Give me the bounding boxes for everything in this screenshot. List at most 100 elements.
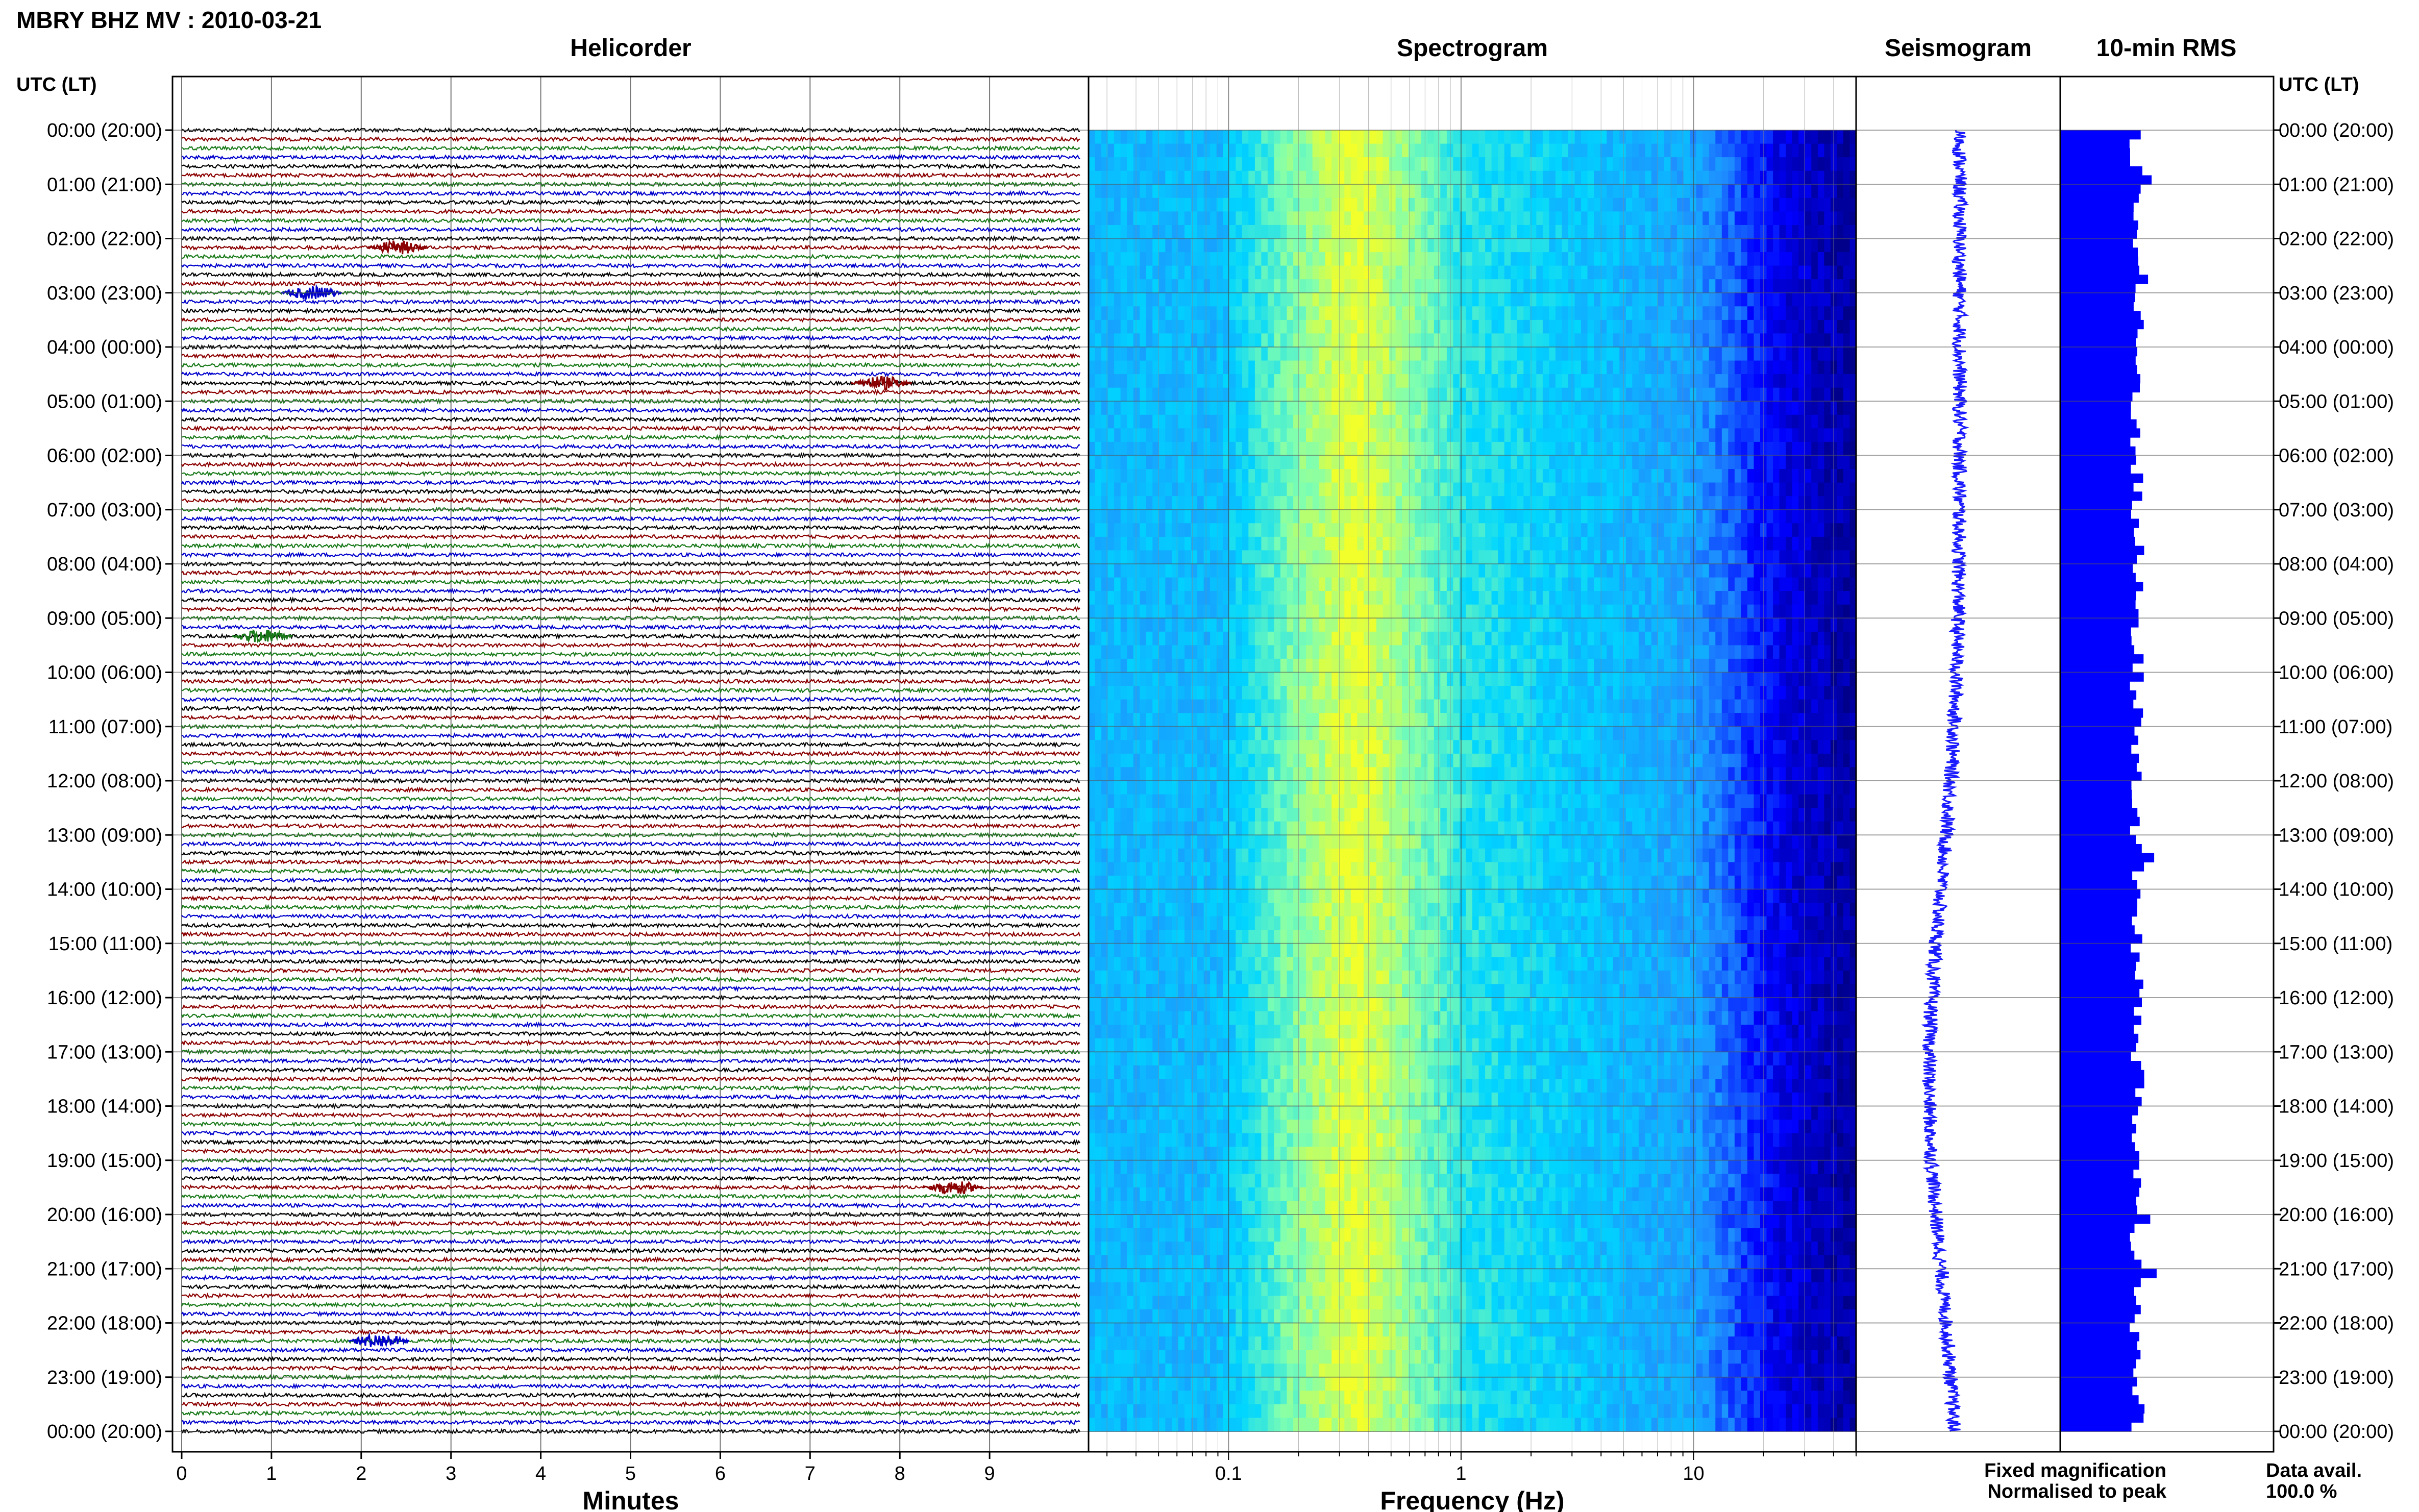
spectrogram-cell (1754, 130, 1761, 144)
spectrogram-cell (1574, 658, 1582, 673)
spectrogram-cell (1581, 401, 1588, 415)
spectrogram-cell (1216, 143, 1223, 158)
spectrogram-cell (1421, 170, 1428, 185)
spectrogram-cell (1248, 265, 1255, 280)
spectrogram-cell (1715, 130, 1722, 144)
spectrogram-cell (1664, 645, 1671, 659)
spectrogram-cell (1446, 469, 1453, 483)
spectrogram-cell (1466, 441, 1473, 456)
spectrogram-cell (1299, 536, 1306, 551)
spectrogram-cell (1306, 238, 1313, 253)
spectrogram-cell (1709, 591, 1716, 605)
spectrogram-cell (1274, 441, 1281, 456)
spectrogram-cell (1709, 441, 1716, 456)
spectrogram-cell (1191, 686, 1198, 700)
spectrogram-cell (1466, 238, 1473, 253)
spectrogram-cell (1658, 252, 1665, 266)
spectrogram-cell (1498, 387, 1505, 402)
spectrogram-cell (1607, 591, 1614, 605)
spectrogram-cell (1223, 252, 1230, 266)
spectrogram-cell (1734, 469, 1741, 483)
spectrogram-cell (1747, 143, 1754, 158)
spectrogram-cell (1383, 686, 1390, 700)
spectrogram-cell (1811, 496, 1818, 510)
spectrogram-cell (1837, 618, 1844, 632)
spectrogram-cell (1478, 211, 1486, 226)
spectrogram-cell (1319, 170, 1326, 185)
spectrogram-cell (1613, 658, 1620, 673)
spectrogram-cell (1453, 225, 1460, 239)
spectrogram-cell (1158, 482, 1166, 497)
spectrogram-cell (1350, 414, 1357, 429)
spectrogram-cell (1408, 333, 1415, 348)
spectrogram-cell (1165, 414, 1172, 429)
spectrogram-cell (1664, 252, 1671, 266)
spectrogram-cell (1306, 604, 1313, 618)
spectrogram-cell (1287, 591, 1294, 605)
spectrogram-cell (1766, 509, 1773, 524)
spectrogram-cell (1798, 523, 1806, 537)
spectrogram-cell (1191, 482, 1198, 497)
spectrogram-cell (1811, 170, 1818, 185)
spectrogram-cell (1178, 577, 1185, 591)
spectrogram-cell (1466, 482, 1473, 497)
spectrogram-cell (1210, 577, 1217, 591)
spectrogram-cell (1613, 374, 1620, 388)
spectrogram-cell (1357, 686, 1364, 700)
spectrogram-cell (1191, 658, 1198, 673)
spectrogram-cell (1792, 252, 1799, 266)
spectrogram-cell (1529, 496, 1537, 510)
spectrogram-cell (1312, 645, 1319, 659)
spectrogram-cell (1466, 428, 1473, 442)
spectrogram-cell (1127, 428, 1134, 442)
spectrogram-cell (1728, 604, 1735, 618)
spectrogram-cell (1696, 658, 1703, 673)
spectrogram-cell (1805, 631, 1812, 646)
spectrogram-cell (1511, 645, 1518, 659)
spectrogram-cell (1619, 238, 1626, 253)
spectrogram-cell (1319, 496, 1326, 510)
spectrogram-cell (1709, 143, 1716, 158)
spectrogram-cell (1312, 631, 1319, 646)
spectrogram-cell (1773, 184, 1780, 199)
spectrogram-cell (1574, 469, 1582, 483)
spectrogram-cell (1837, 496, 1844, 510)
spectrogram-cell (1555, 130, 1562, 144)
spectrogram-cell (1715, 374, 1722, 388)
spectrogram-cell (1344, 455, 1351, 469)
spectrogram-cell (1107, 482, 1115, 497)
spectrogram-cell (1511, 184, 1518, 199)
spectrogram-cell (1427, 130, 1435, 144)
spectrogram-cell (1459, 455, 1466, 469)
spectrogram-cell (1683, 441, 1690, 456)
spectrogram-cell (1798, 604, 1806, 618)
spectrogram-cell (1267, 645, 1274, 659)
spectrogram-cell (1229, 496, 1236, 510)
spectrogram-cell (1619, 319, 1626, 334)
spectrogram-cell (1734, 347, 1741, 361)
spectrogram-cell (1779, 658, 1786, 673)
spectrogram-cell (1817, 645, 1824, 659)
spectrogram-cell (1728, 374, 1735, 388)
spectrogram-cell (1747, 618, 1754, 632)
spectrogram-cell (1331, 292, 1339, 307)
spectrogram-cell (1453, 686, 1460, 700)
spectrogram-cell (1555, 631, 1562, 646)
spectrogram-cell (1837, 509, 1844, 524)
spectrogram-cell (1446, 252, 1453, 266)
spectrogram-cell (1607, 482, 1614, 497)
spectrogram-cell (1658, 170, 1665, 185)
spectrogram-cell (1453, 143, 1460, 158)
spectrogram-cell (1625, 265, 1633, 280)
spectrogram-cell (1779, 225, 1786, 239)
spectrogram-cell (1325, 482, 1332, 497)
spectrogram-cell (1542, 333, 1549, 348)
spectrogram-cell (1632, 306, 1639, 320)
spectrogram-cell (1498, 143, 1505, 158)
spectrogram-cell (1165, 455, 1172, 469)
spectrogram-cell (1498, 469, 1505, 483)
spectrogram-cell (1472, 618, 1479, 632)
spectrogram-cell (1568, 184, 1575, 199)
spectrogram-cell (1191, 618, 1198, 632)
spectrogram-cell (1267, 482, 1274, 497)
